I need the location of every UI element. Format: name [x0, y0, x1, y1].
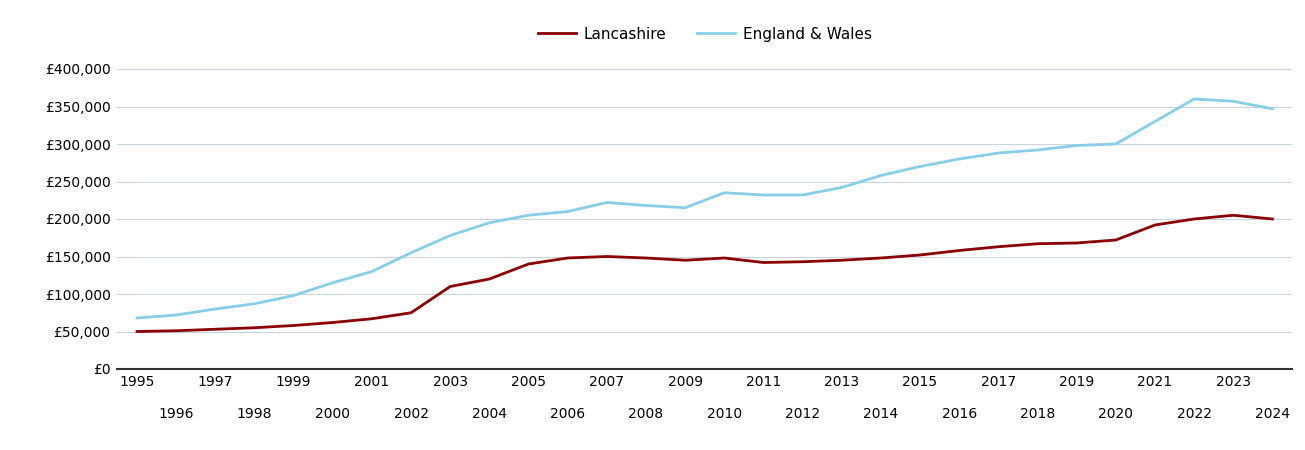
Text: 2018: 2018: [1019, 407, 1056, 421]
Lancashire: [951, 248, 967, 253]
Text: 2024: 2024: [1255, 407, 1289, 421]
Lancashire: [129, 329, 145, 334]
England & Wales: [1147, 119, 1163, 124]
Lancashire: [1030, 241, 1045, 247]
Text: 2022: 2022: [1177, 407, 1211, 421]
Lancashire: [834, 257, 850, 263]
England & Wales: [795, 192, 810, 198]
Line: England & Wales: England & Wales: [137, 99, 1272, 318]
Text: 2008: 2008: [629, 407, 663, 421]
England & Wales: [286, 293, 301, 298]
Text: 1998: 1998: [236, 407, 273, 421]
England & Wales: [521, 212, 536, 218]
England & Wales: [1069, 143, 1084, 148]
England & Wales: [873, 173, 889, 178]
England & Wales: [638, 203, 654, 208]
England & Wales: [834, 185, 850, 190]
Lancashire: [403, 310, 419, 315]
Lancashire: [716, 255, 732, 261]
England & Wales: [1030, 147, 1045, 153]
Lancashire: [795, 259, 810, 265]
England & Wales: [1265, 106, 1280, 112]
England & Wales: [325, 280, 341, 285]
Text: 2006: 2006: [551, 407, 585, 421]
Lancashire: [990, 244, 1006, 249]
Line: Lancashire: Lancashire: [137, 215, 1272, 332]
Lancashire: [677, 257, 693, 263]
Lancashire: [873, 255, 889, 261]
England & Wales: [403, 250, 419, 256]
Text: 1996: 1996: [158, 407, 194, 421]
Text: 2000: 2000: [316, 407, 350, 421]
Lancashire: [912, 252, 928, 258]
England & Wales: [364, 269, 380, 274]
England & Wales: [1186, 96, 1202, 102]
Text: 2016: 2016: [941, 407, 977, 421]
Text: 2014: 2014: [864, 407, 898, 421]
England & Wales: [912, 164, 928, 169]
Text: 2020: 2020: [1099, 407, 1133, 421]
Lancashire: [1147, 222, 1163, 228]
England & Wales: [756, 192, 771, 198]
England & Wales: [129, 315, 145, 321]
England & Wales: [599, 200, 615, 205]
England & Wales: [442, 233, 458, 238]
Lancashire: [1108, 237, 1124, 243]
Text: 2012: 2012: [786, 407, 820, 421]
Lancashire: [286, 323, 301, 328]
Legend: Lancashire, England & Wales: Lancashire, England & Wales: [531, 21, 878, 48]
England & Wales: [951, 156, 967, 162]
Lancashire: [325, 320, 341, 325]
Lancashire: [560, 255, 576, 261]
England & Wales: [482, 220, 497, 225]
Lancashire: [1186, 216, 1202, 222]
England & Wales: [207, 306, 223, 312]
England & Wales: [1225, 99, 1241, 104]
England & Wales: [560, 209, 576, 214]
Lancashire: [482, 276, 497, 282]
England & Wales: [990, 150, 1006, 156]
Lancashire: [756, 260, 771, 265]
Lancashire: [521, 261, 536, 267]
Lancashire: [599, 254, 615, 259]
Lancashire: [1225, 212, 1241, 218]
England & Wales: [677, 205, 693, 211]
Lancashire: [247, 325, 262, 330]
Lancashire: [442, 284, 458, 289]
England & Wales: [247, 301, 262, 306]
England & Wales: [716, 190, 732, 195]
Text: 2002: 2002: [394, 407, 428, 421]
Text: 2004: 2004: [472, 407, 506, 421]
Text: 2010: 2010: [707, 407, 741, 421]
Lancashire: [1069, 240, 1084, 246]
Lancashire: [168, 328, 184, 333]
England & Wales: [168, 312, 184, 318]
Lancashire: [638, 255, 654, 261]
Lancashire: [364, 316, 380, 321]
England & Wales: [1108, 141, 1124, 147]
Lancashire: [1265, 216, 1280, 222]
Lancashire: [207, 327, 223, 332]
